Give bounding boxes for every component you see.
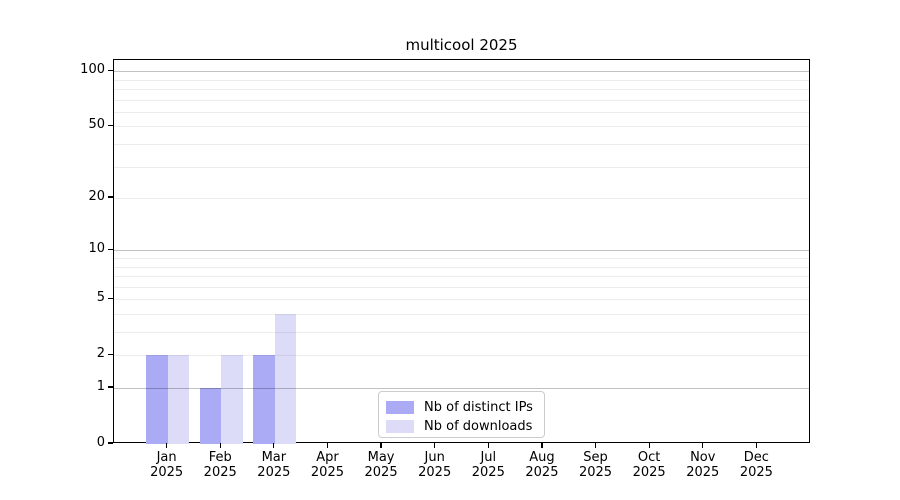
grid-layer bbox=[114, 60, 809, 442]
x-tick-label: Jul 2025 bbox=[471, 450, 505, 480]
bars-layer bbox=[114, 60, 809, 444]
y-tick-mark bbox=[108, 69, 113, 71]
x-tick-label: Mar 2025 bbox=[257, 450, 291, 480]
x-tick-mark bbox=[648, 443, 650, 448]
y-tick-label: 20 bbox=[88, 189, 105, 205]
y-tick-mark bbox=[108, 124, 113, 126]
gridline-minor bbox=[114, 89, 809, 90]
gridline-minor bbox=[114, 79, 809, 81]
gridline-minor bbox=[114, 266, 809, 268]
y-tick-label: 1 bbox=[96, 379, 105, 394]
x-tick-label: Sep 2025 bbox=[578, 450, 613, 480]
legend-swatch-downloads bbox=[386, 420, 414, 433]
gridline-minor bbox=[114, 111, 809, 113]
x-tick-label: Feb 2025 bbox=[203, 450, 237, 480]
gridline-major bbox=[114, 387, 809, 389]
x-tick-mark bbox=[380, 443, 382, 448]
y-tick-label: 100 bbox=[80, 62, 105, 78]
y-tick-label: 50 bbox=[88, 117, 105, 133]
bar-feb-distinct-ips bbox=[199, 388, 222, 444]
x-tick-label: Apr 2025 bbox=[310, 450, 344, 480]
x-tick-mark bbox=[219, 443, 221, 448]
bar-mar-downloads bbox=[274, 313, 297, 444]
x-tick-mark bbox=[702, 443, 704, 448]
bar-jan-distinct-ips bbox=[146, 355, 168, 444]
chart-title: multicool 2025 bbox=[405, 36, 518, 54]
x-tick-mark bbox=[326, 443, 329, 448]
gridline-minor bbox=[114, 166, 809, 168]
x-tick-mark bbox=[166, 443, 168, 448]
gridline-minor bbox=[114, 198, 809, 200]
x-tick-label: Jan 2025 bbox=[150, 450, 184, 480]
legend-label-distinct-ips: Nb of distinct IPs bbox=[424, 400, 533, 415]
y-tick-label: 0 bbox=[96, 435, 105, 450]
gridline-minor bbox=[114, 313, 809, 315]
gridline-major bbox=[114, 249, 809, 251]
x-tick-mark bbox=[273, 443, 275, 448]
plot-area bbox=[113, 59, 810, 444]
y-tick-mark bbox=[108, 248, 113, 250]
gridline-minor bbox=[114, 355, 809, 357]
x-tick-mark bbox=[434, 443, 436, 448]
y-tick-mark bbox=[108, 297, 113, 299]
x-tick-label: May 2025 bbox=[364, 450, 398, 480]
gridline-minor bbox=[114, 126, 809, 128]
x-tick-label: Dec 2025 bbox=[739, 450, 773, 480]
legend-entry-downloads: Nb of downloads bbox=[386, 418, 536, 435]
legend-entry-distinct-ips: Nb of distinct IPs bbox=[386, 399, 536, 416]
y-tick-mark bbox=[108, 386, 113, 388]
y-tick-mark bbox=[108, 196, 113, 198]
bar-jan-downloads bbox=[167, 355, 190, 444]
gridline-major bbox=[114, 70, 809, 72]
y-tick-label: 2 bbox=[96, 346, 105, 362]
x-tick-label: Nov 2025 bbox=[686, 450, 720, 480]
x-tick-label: Jun 2025 bbox=[418, 450, 452, 480]
y-tick-label: 10 bbox=[88, 241, 105, 257]
gridline-minor bbox=[114, 276, 809, 278]
y-tick-mark bbox=[108, 353, 113, 355]
x-tick-mark bbox=[594, 443, 597, 448]
gridline-minor bbox=[114, 332, 809, 333]
y-tick-label: 5 bbox=[96, 290, 105, 306]
x-tick-mark bbox=[487, 443, 489, 448]
legend-swatch-distinct-ips bbox=[386, 401, 414, 414]
gridline-minor bbox=[114, 144, 809, 145]
x-tick-mark bbox=[755, 443, 757, 448]
x-tick-mark bbox=[541, 443, 543, 448]
legend: Nb of distinct IPs Nb of downloads bbox=[378, 391, 545, 438]
legend-label-downloads: Nb of downloads bbox=[424, 419, 533, 434]
bar-mar-distinct-ips bbox=[253, 355, 275, 444]
gridline-minor bbox=[114, 286, 809, 288]
gridline-minor bbox=[114, 257, 809, 259]
x-tick-label: Aug 2025 bbox=[525, 450, 559, 480]
gridline-minor bbox=[114, 99, 809, 101]
gridline-minor bbox=[114, 299, 809, 301]
x-tick-label: Oct 2025 bbox=[632, 450, 666, 480]
bar-feb-downloads bbox=[221, 355, 243, 444]
y-tick-mark bbox=[108, 442, 113, 444]
